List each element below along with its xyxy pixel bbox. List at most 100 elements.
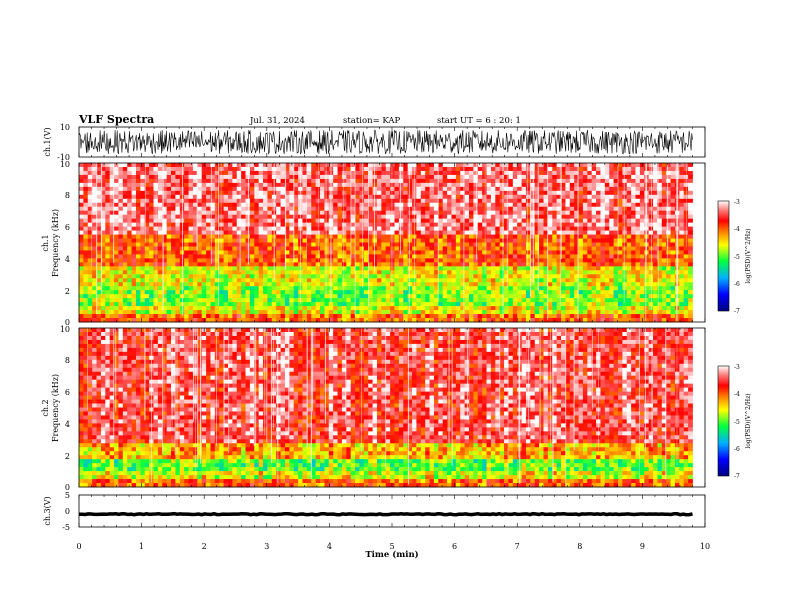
ch1-spectrogram-cell: [666, 298, 671, 303]
ch1-spectrogram-cell: [109, 282, 115, 287]
ch1-spectrogram-cell: [556, 262, 562, 267]
ch1-spectrogram-cell: [626, 166, 632, 172]
ch1-spectrogram-cell: [582, 278, 588, 283]
ch1-spectrogram-cell: [666, 170, 671, 176]
ch1-spectrogram-cell: [525, 210, 531, 216]
ch1-spectrogram-cell: [648, 290, 654, 295]
ch1-spectrogram-cell: [346, 234, 352, 239]
ch1-spectrogram-cell: [280, 210, 286, 216]
ch1-spectrogram-cell: [118, 194, 124, 200]
ch1-spectrogram-cell: [653, 186, 658, 192]
ch1-spectrogram-cell: [241, 282, 246, 287]
ch1-spectrogram-cell: [398, 214, 404, 220]
ch1-spectrogram-cell: [157, 298, 163, 303]
ch1-spectrogram-cell: [521, 198, 527, 204]
ch1-spectrogram-cell: [192, 298, 198, 303]
ch1-spectrogram-cell: [293, 278, 299, 283]
ch1-spectrogram-cell: [504, 182, 509, 188]
ch1-spectrogram-cell: [320, 266, 325, 271]
ch1-spectrogram-cell: [460, 250, 466, 255]
ch1-spectrogram-cell: [635, 210, 641, 216]
ch1-spectrogram-cell: [539, 163, 544, 168]
ch1-spectrogram-cell: [249, 166, 255, 172]
ch1-spectrogram-cell: [385, 270, 391, 275]
ch1-spectrogram-cell: [552, 186, 558, 192]
ch1-spectrogram-cell: [249, 254, 255, 259]
ch1-spectrogram-cell: [530, 202, 536, 208]
ch1-spectrogram-cell: [433, 234, 439, 239]
ch1-spectrogram-cell: [407, 274, 413, 279]
ch1-spectrogram-cell: [236, 190, 242, 196]
ch1-spectrogram-cell: [346, 298, 352, 303]
ch1-spectrogram-cell: [604, 282, 610, 287]
ch1-spectrogram-cell: [639, 214, 645, 220]
ch1-spectrogram-cell: [376, 230, 382, 235]
ch1-spectrogram-cell: [512, 242, 518, 247]
ch1-spectrogram-cell: [688, 222, 693, 228]
ch1-spectrogram-cell: [359, 290, 365, 295]
ch1-spectrogram-cell: [83, 278, 89, 283]
ch1-spectrogram-cell: [92, 174, 97, 180]
ch1-spectrogram-cell: [591, 278, 597, 283]
ch1-spectrogram-cell: [604, 246, 610, 251]
ch1-spectrogram-cell: [315, 258, 321, 263]
ch1-spectrogram-cell: [166, 298, 172, 303]
ch1-spectrogram-cell: [284, 226, 290, 231]
ch1-spectrogram-cell: [521, 258, 527, 263]
ch1-spectrogram-cell: [482, 194, 487, 200]
ch1-spectrogram-cell: [92, 266, 97, 271]
ch1-spectrogram-cell: [464, 282, 470, 287]
ch1-spectrogram-cell: [635, 270, 641, 275]
ch1-spectrogram-cell: [469, 242, 474, 247]
ch1-spectrogram-cell: [333, 186, 338, 192]
ch1-spectrogram-cell: [574, 262, 579, 267]
ch1-spectrogram-cell: [525, 270, 531, 275]
ch1-spectrogram-cell: [442, 182, 448, 188]
ch1-spectrogram-cell: [346, 210, 352, 216]
ch1-spectrogram-cell: [346, 206, 352, 212]
ch1-spectrogram-cell: [670, 282, 676, 287]
ch1-spectrogram-cell: [363, 214, 369, 220]
ch1-spectrogram-cell: [591, 250, 597, 255]
ch1-spectrogram-cell: [210, 163, 216, 168]
ch1-spectrogram-cell: [315, 270, 321, 275]
ch1-spectrogram-cell: [477, 166, 483, 172]
ch1-spectrogram-cell: [249, 198, 255, 204]
ch1-spectrogram-cell: [127, 166, 132, 172]
ch1-spectrogram-cell: [609, 298, 614, 303]
ch1-spectrogram-cell: [96, 186, 102, 192]
ch1-spectrogram-cell: [337, 250, 343, 255]
ch1-spectrogram-cell: [324, 198, 330, 204]
ch1-spectrogram-cell: [363, 166, 369, 172]
ch1-spectrogram-cell: [118, 174, 124, 180]
ch1-spectrogram-cell: [504, 214, 509, 220]
ch1-spectrogram-cell: [320, 206, 325, 212]
ch1-spectrogram-cell: [219, 206, 224, 212]
ch1-spectrogram-cell: [679, 163, 685, 168]
ch1-spectrogram-cell: [390, 174, 395, 180]
ch1-spectrogram-cell: [604, 182, 610, 188]
ch1-spectrogram-cell: [100, 226, 106, 231]
ch1-spectrogram-cell: [368, 166, 373, 172]
ch1-spectrogram-cell: [670, 278, 676, 283]
ch1-spectrogram-cell: [100, 266, 106, 271]
ch1-spectrogram-cell: [438, 246, 444, 251]
ch1-spectrogram-cell: [267, 194, 273, 200]
ch1-spectrogram-cell: [280, 206, 286, 212]
ch1-spectrogram-cell: [447, 286, 452, 291]
ch1-spectrogram-cell: [302, 226, 308, 231]
ch1-spectrogram-cell: [320, 258, 325, 263]
ch1-spectrogram-cell: [504, 238, 509, 243]
ch1-spectrogram-cell: [390, 238, 395, 243]
ch1-spectrogram-cell: [543, 294, 549, 299]
ch1-spectrogram-cell: [249, 170, 255, 176]
ch1-spectrogram-cell: [547, 238, 553, 243]
ch1-spectrogram-cell: [135, 198, 141, 204]
ch1-spectrogram-cell: [604, 262, 610, 267]
ch1-spectrogram-cell: [232, 302, 238, 307]
ch1-spectrogram-cell: [486, 238, 492, 243]
ch1-spectrogram-cell: [201, 190, 207, 196]
ch1-spectrogram-cell: [433, 226, 439, 231]
ch1-spectrogram-cell: [206, 302, 211, 307]
ch1-spectrogram-cell: [263, 202, 268, 208]
